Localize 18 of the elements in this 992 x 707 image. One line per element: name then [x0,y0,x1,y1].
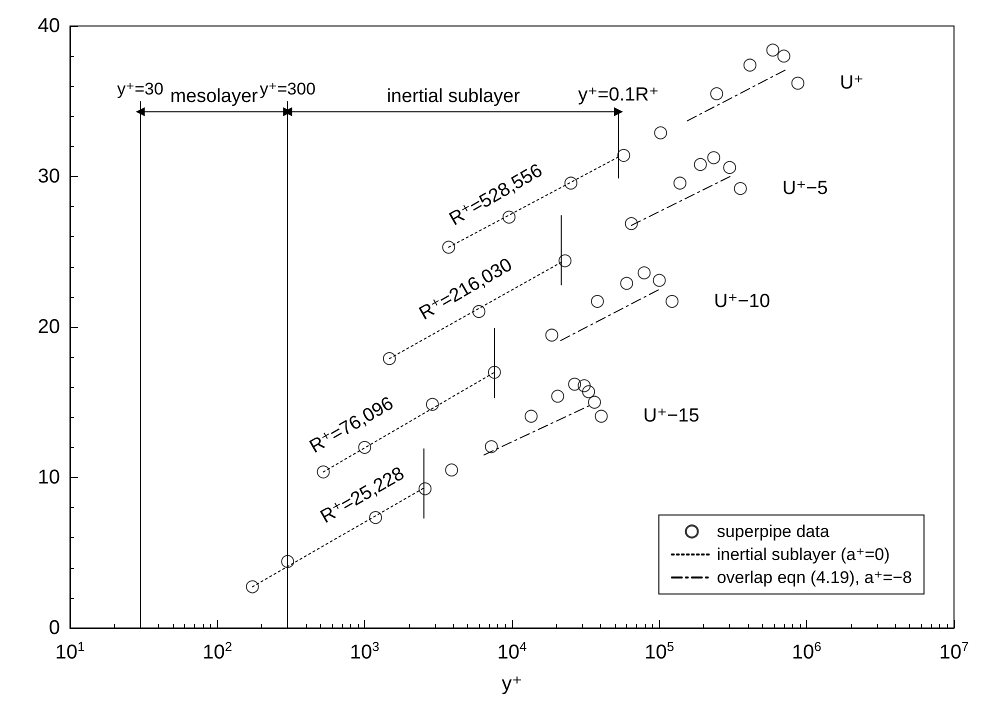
y-tick-label: 20 [38,316,60,338]
y-tick-label: 10 [38,466,60,488]
annotation: inertial sublayer [386,86,521,107]
y-tick-label: 40 [38,15,60,37]
annotation: U⁺−15 [643,406,700,427]
y-tick-label: 0 [48,617,60,639]
legend-label: overlap eqn (4.19), a⁺=−8 [716,568,912,587]
annotation: U⁺ [840,72,864,94]
legend-label: superpipe data [716,522,830,541]
annotation: mesolayer [170,86,259,107]
y-tick-label: 30 [38,166,60,188]
legend-label: inertial sublayer (a⁺=0) [716,545,890,564]
x-axis-title: y⁺ [502,673,522,695]
annotation: y⁺=0.1R⁺ [578,84,659,106]
annotation: U⁺−10 [714,290,770,312]
ref-line-label: y⁺=30 [117,79,164,98]
annotation: U⁺−5 [782,178,828,200]
ref-line-label: y⁺=300 [260,79,316,98]
